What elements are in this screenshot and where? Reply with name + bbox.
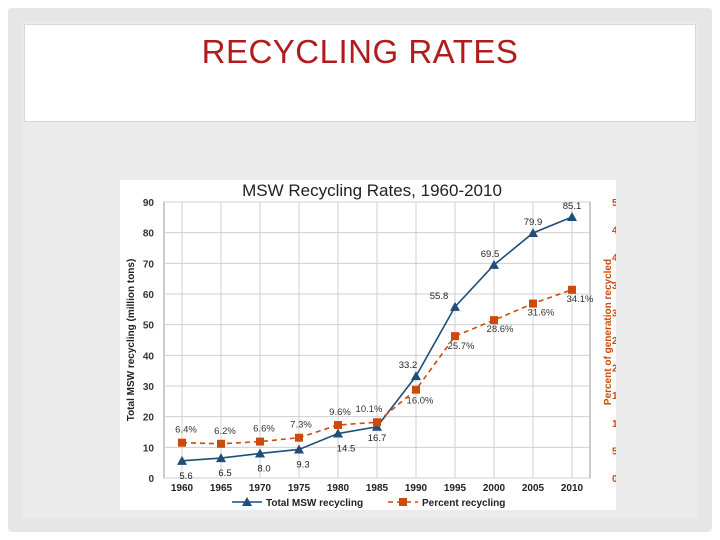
total-data-label: 33.2 — [399, 360, 418, 371]
percent-data-label: 34.1% — [567, 294, 594, 305]
percent-point — [256, 437, 264, 446]
x-tick-label: 1980 — [327, 483, 350, 494]
total-point — [177, 455, 187, 465]
total-point — [255, 448, 265, 458]
legend-marker-triangle — [242, 497, 252, 506]
total-data-label: 55.8 — [430, 291, 449, 302]
y-axis-title: Total MSW recycling (million tons) — [126, 259, 137, 422]
percent-point — [568, 285, 576, 294]
percent-point — [295, 433, 303, 442]
y2-axis-title: Percent of generation recycled — [603, 259, 614, 405]
y-tick-label: 20 — [143, 413, 155, 424]
x-tick-label: 1970 — [249, 483, 272, 494]
x-tick-label: 2005 — [522, 483, 545, 494]
legend-label: Percent recycling — [422, 498, 505, 509]
total-point — [333, 428, 343, 438]
grid — [163, 201, 591, 479]
total-data-label: 5.6 — [179, 471, 192, 482]
total-data-label: 6.5 — [218, 468, 231, 479]
total-data-label: 8.0 — [257, 463, 270, 474]
percent-point — [178, 438, 186, 447]
y-tick-label: 50 — [143, 321, 155, 332]
total-point — [294, 444, 304, 454]
percent-data-label: 10.1% — [356, 404, 383, 415]
y-tick-label: 70 — [143, 259, 155, 270]
y-tick-label: 60 — [143, 290, 155, 301]
percent-data-label: 16.0% — [407, 396, 434, 407]
total-data-label: 9.3 — [296, 459, 309, 470]
total-point — [489, 259, 499, 269]
y2-tick-label: 5 — [612, 446, 616, 457]
percent-point — [217, 439, 225, 448]
percent-point — [529, 299, 537, 308]
percent-point — [412, 385, 420, 394]
recycling-chart: MSW Recycling Rates, 1960-2010 0 10 20 30 40… — [126, 181, 624, 509]
percent-data-label: 6.6% — [253, 424, 275, 435]
total-data-label: 79.9 — [524, 217, 543, 228]
legend-label: Total MSW recycling — [266, 498, 363, 509]
y-tick-label: 0 — [148, 474, 154, 485]
total-point — [411, 371, 421, 381]
chart-title: MSW Recycling Rates, 1960-2010 — [242, 181, 502, 200]
y2-tick-label: 50 — [612, 198, 616, 209]
percent-series-line — [181, 289, 573, 445]
x-tick-label: 2000 — [483, 483, 506, 494]
total-data-label: 69.5 — [481, 249, 500, 260]
percent-point — [490, 316, 498, 325]
total-point — [567, 212, 577, 222]
x-tick-label: 1975 — [288, 483, 311, 494]
legend: Total MSW recycling Percent recycling — [232, 497, 505, 509]
x-tick-label: 1985 — [366, 483, 389, 494]
y-tick-label: 90 — [143, 198, 155, 209]
legend-marker-square — [399, 498, 407, 506]
x-tick-label: 1960 — [171, 483, 194, 494]
x-tick-label: 1965 — [210, 483, 233, 494]
total-point — [528, 227, 538, 237]
x-tick-label: 2010 — [561, 483, 584, 494]
percent-data-label: 6.2% — [214, 426, 236, 437]
percent-data-label: 6.4% — [175, 425, 197, 436]
total-data-label: 85.1 — [563, 201, 582, 212]
percent-point — [451, 332, 459, 341]
total-point — [216, 453, 226, 463]
slide-title: RECYCLING RATES — [201, 33, 519, 70]
total-point — [450, 301, 460, 311]
percent-data-label: 9.6% — [329, 407, 351, 418]
y-tick-label: 80 — [143, 229, 155, 240]
total-data-label: 14.5 — [337, 444, 356, 455]
total-data-label: 16.7 — [368, 433, 387, 444]
title-box — [24, 24, 696, 122]
chart-panel: MSW Recycling Rates, 1960-2010 0 10 20 30 40… — [120, 180, 624, 510]
x-tick-label: 1995 — [444, 483, 467, 494]
y2-tick-label: 10 — [612, 419, 616, 430]
percent-data-label: 25.7% — [448, 341, 475, 352]
percent-point — [334, 421, 342, 430]
percent-data-label: 7.3% — [290, 420, 312, 431]
y2-tick-label: 0 — [612, 474, 616, 485]
series-layer: 5.6 6.5 8.0 9.3 14.5 16.7 33.2 55.8 69.5 79.9 85.1… — [175, 201, 594, 482]
percent-data-label: 31.6% — [528, 308, 555, 319]
y-tick-label: 30 — [143, 382, 155, 393]
y-tick-label: 10 — [143, 443, 155, 454]
total-point — [372, 421, 382, 431]
y-tick-label: 40 — [143, 351, 155, 362]
x-tick-label: 1990 — [405, 483, 428, 494]
y2-tick-label: 45 — [612, 226, 616, 237]
percent-point — [373, 418, 381, 427]
percent-data-label: 28.6% — [487, 324, 514, 335]
